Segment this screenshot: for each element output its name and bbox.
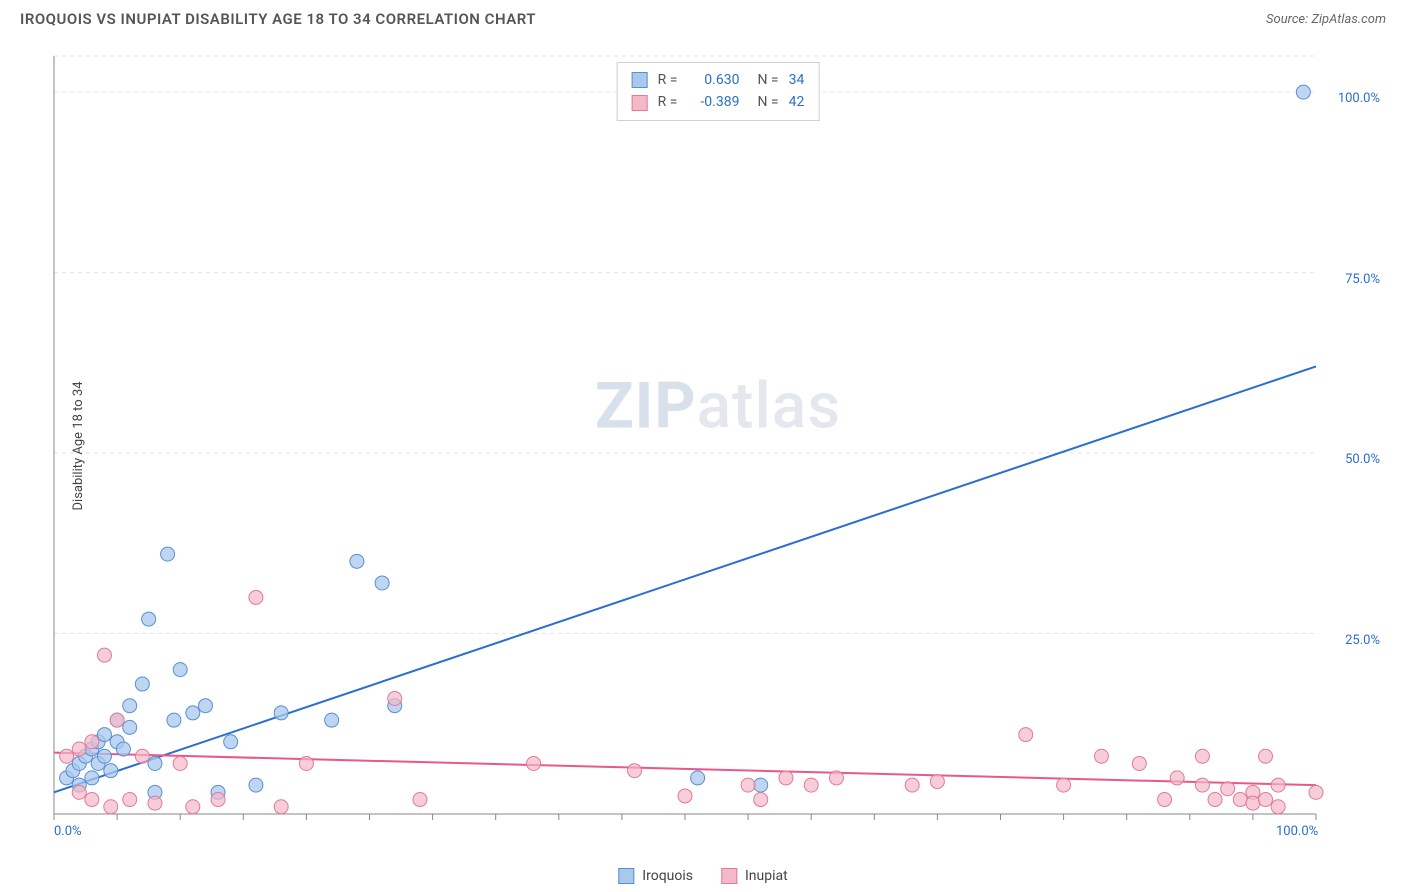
y-tick-label: 50.0% xyxy=(1345,452,1380,467)
legend-swatch xyxy=(721,868,737,884)
chart-header: IROQUOIS VS INUPIAT DISABILITY AGE 18 TO… xyxy=(0,0,1406,34)
n-label: N = xyxy=(757,69,778,91)
y-tick-label: 100.0% xyxy=(1338,91,1380,106)
y-axis-label: Disability Age 18 to 34 xyxy=(71,382,86,511)
legend-label: Iroquois xyxy=(642,868,693,884)
stat-swatch xyxy=(632,95,648,111)
r-value: -0.389 xyxy=(687,91,739,113)
r-label: R = xyxy=(658,91,678,113)
n-value: 42 xyxy=(789,91,805,113)
stat-swatch xyxy=(632,72,648,88)
scatter-plot xyxy=(50,50,1386,842)
chart-title: IROQUOIS VS INUPIAT DISABILITY AGE 18 TO… xyxy=(20,10,536,28)
source-credit: Source: ZipAtlas.com xyxy=(1266,12,1386,27)
legend: Iroquois Inupiat xyxy=(618,868,787,884)
chart-area: Disability Age 18 to 34 ZIPatlas R =0.63… xyxy=(50,50,1386,842)
r-label: R = xyxy=(658,69,678,91)
legend-item: Inupiat xyxy=(721,868,788,884)
r-value: 0.630 xyxy=(687,69,739,91)
correlation-stats-box: R = 0.630 N = 34 R = -0.389 N = 42 xyxy=(617,62,820,121)
n-value: 34 xyxy=(789,69,805,91)
legend-label: Inupiat xyxy=(745,868,788,884)
stat-row: R = 0.630 N = 34 xyxy=(632,69,805,91)
source-prefix: Source: xyxy=(1266,12,1311,27)
source-name: ZipAtlas.com xyxy=(1311,12,1386,27)
n-label: N = xyxy=(757,91,778,113)
y-tick-label: 75.0% xyxy=(1345,272,1380,287)
x-tick-label: 100.0% xyxy=(1276,824,1318,839)
stat-row: R = -0.389 N = 42 xyxy=(632,91,805,113)
legend-item: Iroquois xyxy=(618,868,693,884)
legend-swatch xyxy=(618,868,634,884)
x-tick-label: 0.0% xyxy=(54,824,82,839)
y-tick-label: 25.0% xyxy=(1345,633,1380,648)
